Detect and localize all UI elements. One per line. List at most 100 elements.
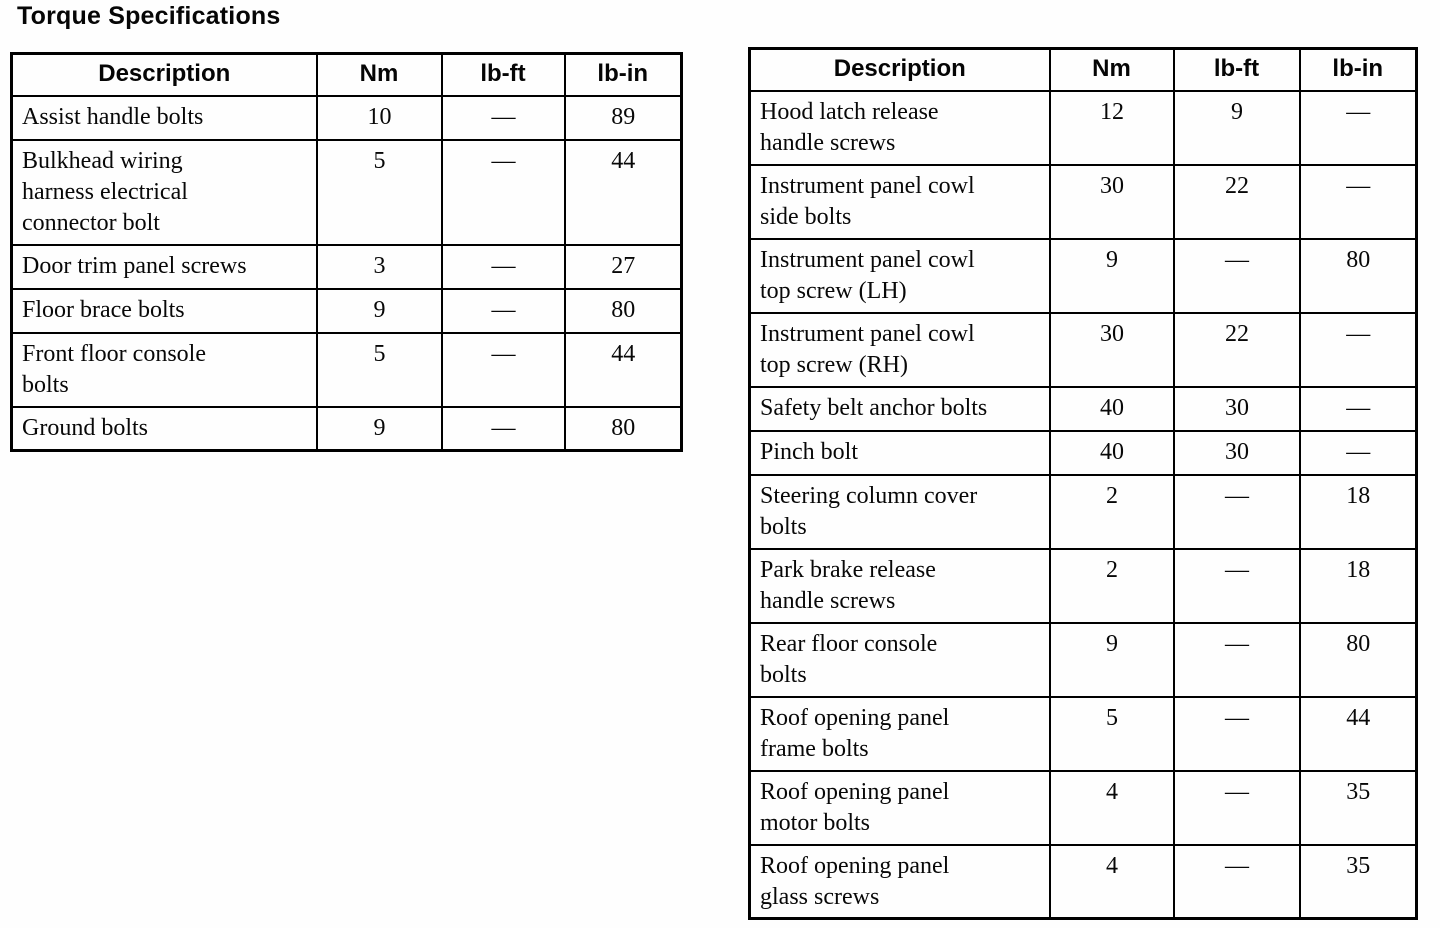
description-cell: Roof opening panel motor bolts — [748, 769, 1051, 846]
nm-cell: 3 — [315, 243, 443, 290]
description-cell: Roof opening panel frame bolts — [748, 695, 1051, 772]
lb-in-cell: 18 — [1298, 473, 1418, 550]
lb-in-cell: — — [1298, 89, 1418, 166]
lb-in-cell: 44 — [1298, 695, 1418, 772]
table-row: Instrument panel cowl top screw (LH) 9—80 — [748, 237, 1418, 314]
table-row: Floor brace bolts 9—80 — [10, 287, 683, 334]
lb-ft-cell: — — [440, 405, 566, 452]
description-cell: Assist handle bolts — [10, 94, 318, 141]
table-row: Roof opening panel glass screws 4—35 — [748, 843, 1418, 920]
lb-ft-cell: — — [440, 331, 566, 408]
table-row: Pinch bolt 40 30— — [748, 429, 1418, 476]
description-cell: Floor brace bolts — [10, 287, 318, 334]
lb-ft-cell: — — [440, 94, 566, 141]
nm-cell: 30 — [1048, 311, 1175, 388]
column-header-lb-ft: lb-ft — [1172, 47, 1301, 92]
description-cell: Door trim panel screws — [10, 243, 318, 290]
description-cell: Bulkhead wiring harness electrical conne… — [10, 138, 318, 246]
lb-ft-cell: 30 — [1172, 429, 1301, 476]
nm-cell: 40 — [1048, 429, 1175, 476]
lb-ft-cell: — — [440, 243, 566, 290]
lb-in-cell: 80 — [1298, 237, 1418, 314]
torque-table-left: Description Nm lb-ft lb-in Assist handle bol… — [10, 52, 683, 452]
table-row: Door trim panel screws 3—27 — [10, 243, 683, 290]
nm-cell: 12 — [1048, 89, 1175, 166]
nm-cell: 9 — [315, 287, 443, 334]
lb-ft-cell: — — [1172, 695, 1301, 772]
table-row: Roof opening panel frame bolts 5—44 — [748, 695, 1418, 772]
table-row: Hood latch release handle screws 12 9— — [748, 89, 1418, 166]
lb-in-cell: 80 — [563, 287, 683, 334]
description-cell: Steering column cover bolts — [748, 473, 1051, 550]
table-row: Front floor console bolts 5—44 — [10, 331, 683, 408]
lb-in-cell: — — [1298, 311, 1418, 388]
table-row: Instrument panel cowl top screw (RH) 30 22… — [748, 311, 1418, 388]
table-row: Bulkhead wiring harness electrical conne… — [10, 138, 683, 246]
description-cell: Instrument panel cowl side bolts — [748, 163, 1051, 240]
lb-in-cell: 80 — [563, 405, 683, 452]
column-header-nm: Nm — [1048, 47, 1175, 92]
column-header-lb-in: lb-in — [563, 52, 683, 97]
lb-ft-cell: 22 — [1172, 163, 1301, 240]
description-cell: Park brake release handle screws — [748, 547, 1051, 624]
column-header-description: Description — [10, 52, 318, 97]
nm-cell: 9 — [315, 405, 443, 452]
lb-ft-cell: — — [1172, 769, 1301, 846]
lb-ft-cell: 30 — [1172, 385, 1301, 432]
description-cell: Safety belt anchor bolts — [748, 385, 1051, 432]
nm-cell: 4 — [1048, 843, 1175, 920]
table-row: Park brake release handle screws 2—18 — [748, 547, 1418, 624]
nm-cell: 5 — [315, 138, 443, 246]
description-cell: Hood latch release handle screws — [748, 89, 1051, 166]
nm-cell: 2 — [1048, 547, 1175, 624]
table-row: Steering column cover bolts 2—18 — [748, 473, 1418, 550]
description-cell: Instrument panel cowl top screw (LH) — [748, 237, 1051, 314]
lb-ft-cell: — — [440, 287, 566, 334]
nm-cell: 40 — [1048, 385, 1175, 432]
description-cell: Roof opening panel glass screws — [748, 843, 1051, 920]
lb-ft-cell: — — [1172, 843, 1301, 920]
lb-in-cell: 44 — [563, 138, 683, 246]
nm-cell: 30 — [1048, 163, 1175, 240]
nm-cell: 4 — [1048, 769, 1175, 846]
lb-ft-cell: — — [1172, 547, 1301, 624]
lb-ft-cell: 22 — [1172, 311, 1301, 388]
header-row: Description Nm lb-ft lb-in — [10, 52, 683, 97]
torque-table: Description Nm lb-ft lb-in Hood latch releas… — [748, 47, 1418, 920]
page-title: Torque Specifications — [17, 2, 281, 30]
lb-in-cell: 35 — [1298, 769, 1418, 846]
description-cell: Rear floor console bolts — [748, 621, 1051, 698]
lb-in-cell: 44 — [563, 331, 683, 408]
nm-cell: 5 — [315, 331, 443, 408]
torque-table: Description Nm lb-ft lb-in Assist handle bol… — [10, 52, 683, 452]
table-row: Ground bolts 9—80 — [10, 405, 683, 452]
lb-ft-cell: 9 — [1172, 89, 1301, 166]
lb-in-cell: — — [1298, 429, 1418, 476]
table-row: Assist handle bolts 10—89 — [10, 94, 683, 141]
lb-in-cell: 27 — [563, 243, 683, 290]
lb-in-cell: — — [1298, 385, 1418, 432]
nm-cell: 9 — [1048, 237, 1175, 314]
description-cell: Instrument panel cowl top screw (RH) — [748, 311, 1051, 388]
table-row: Roof opening panel motor bolts 4—35 — [748, 769, 1418, 846]
description-cell: Pinch bolt — [748, 429, 1051, 476]
lb-ft-cell: — — [1172, 621, 1301, 698]
header-row: Description Nm lb-ft lb-in — [748, 47, 1418, 92]
table-row: Rear floor console bolts 9—80 — [748, 621, 1418, 698]
nm-cell: 9 — [1048, 621, 1175, 698]
column-header-nm: Nm — [315, 52, 443, 97]
lb-ft-cell: — — [1172, 473, 1301, 550]
lb-in-cell: 35 — [1298, 843, 1418, 920]
lb-in-cell: — — [1298, 163, 1418, 240]
lb-in-cell: 89 — [563, 94, 683, 141]
lb-ft-cell: — — [440, 138, 566, 246]
column-header-description: Description — [748, 47, 1051, 92]
description-cell: Front floor console bolts — [10, 331, 318, 408]
nm-cell: 10 — [315, 94, 443, 141]
torque-table-right: Description Nm lb-ft lb-in Hood latch releas… — [748, 47, 1418, 920]
table-row: Safety belt anchor bolts 40 30— — [748, 385, 1418, 432]
nm-cell: 2 — [1048, 473, 1175, 550]
lb-in-cell: 80 — [1298, 621, 1418, 698]
table-row: Instrument panel cowl side bolts 30 22— — [748, 163, 1418, 240]
